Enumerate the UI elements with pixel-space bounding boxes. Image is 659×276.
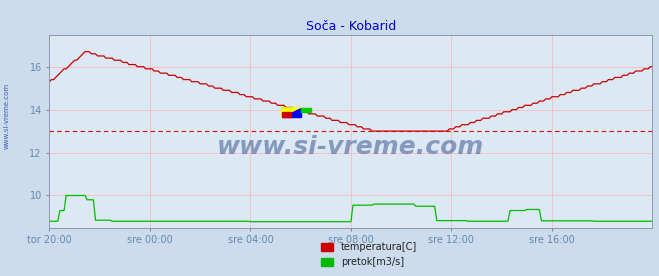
Polygon shape <box>281 108 301 116</box>
Title: Soča - Kobarid: Soča - Kobarid <box>306 20 396 33</box>
Polygon shape <box>281 108 301 116</box>
Legend: temperatura[C], pretok[m3/s]: temperatura[C], pretok[m3/s] <box>317 238 421 271</box>
Polygon shape <box>281 112 291 116</box>
Polygon shape <box>301 108 310 112</box>
Text: www.si-vreme.com: www.si-vreme.com <box>3 83 10 149</box>
Text: www.si-vreme.com: www.si-vreme.com <box>217 135 484 158</box>
